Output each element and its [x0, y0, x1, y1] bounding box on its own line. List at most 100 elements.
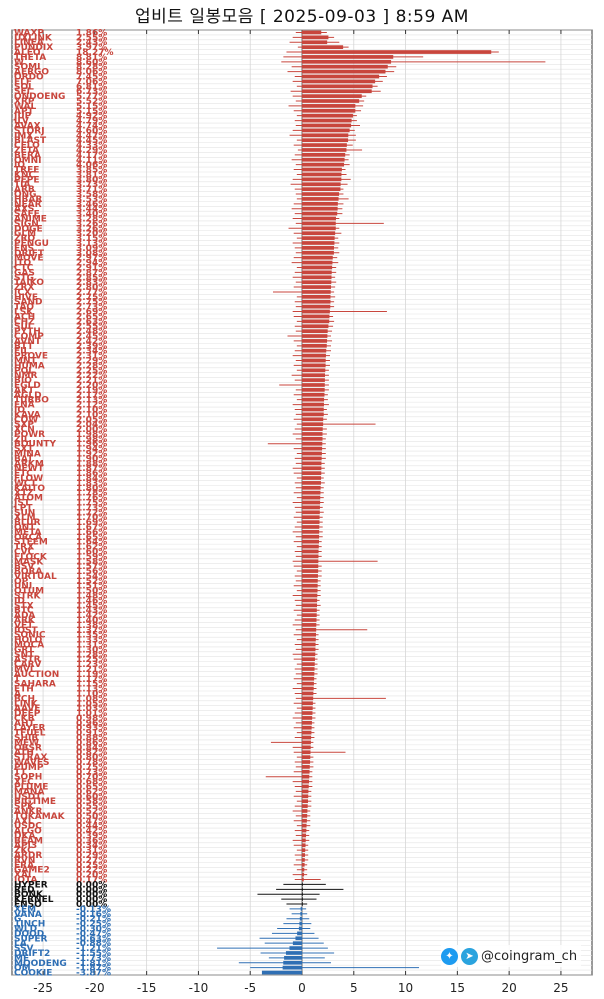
bar [302, 108, 356, 113]
data-label: 1.13% [76, 685, 107, 695]
bar [302, 30, 322, 35]
category-label: TREE [14, 166, 39, 176]
category-label: ENSO [14, 900, 42, 910]
bar [302, 544, 319, 549]
category-label: ME [14, 954, 29, 964]
bar [302, 255, 333, 260]
data-label: 4.11% [76, 156, 107, 166]
data-label: 8.06% [76, 68, 107, 78]
data-label: 3.73% [76, 180, 107, 190]
data-label: 2.43% [76, 38, 107, 48]
data-label: 1.65% [76, 533, 107, 543]
bar [302, 681, 314, 686]
category-label: GLM [14, 229, 36, 239]
data-label: 0.55% [76, 802, 107, 812]
data-label: 2.45% [76, 332, 107, 342]
data-label: 0.73% [76, 768, 107, 778]
category-label: LPT [14, 503, 33, 513]
bar [302, 397, 325, 402]
bar [302, 872, 305, 877]
category-label: CHZ [14, 317, 35, 327]
category-label: KAITO [14, 484, 45, 494]
bar [302, 299, 331, 304]
bar [302, 290, 331, 294]
category-label: VET [14, 621, 34, 631]
bar [302, 138, 349, 143]
x-tick-label: 25 [553, 981, 568, 995]
data-label: 3.80% [76, 175, 107, 185]
category-label: ENA [14, 401, 35, 411]
data-label: 2.80% [76, 283, 107, 293]
bar [302, 804, 308, 808]
category-label: W [14, 58, 24, 68]
bar [302, 637, 316, 642]
bar [302, 192, 340, 196]
category-label: STEEM [14, 538, 48, 548]
data-label: 0.00% [76, 880, 107, 890]
category-label: PEPE [14, 175, 40, 185]
category-label: CVC [14, 547, 35, 557]
data-label: 3.85% [76, 166, 107, 176]
category-label: TOKAMAK [14, 812, 66, 822]
category-label: PROVE [14, 352, 48, 362]
bar [302, 627, 317, 632]
category-label: IOTA [14, 876, 37, 886]
bar [302, 495, 321, 500]
bar [302, 123, 352, 128]
data-label: 2.25% [76, 366, 107, 376]
bar [292, 941, 302, 946]
data-label: 0.36% [76, 836, 107, 846]
bar [302, 211, 338, 216]
bar [302, 662, 315, 666]
data-label: 1.35% [76, 631, 107, 641]
category-label: KERNEL [14, 895, 54, 905]
bar [302, 334, 328, 338]
bar [302, 490, 321, 495]
bar [302, 143, 347, 147]
bar [302, 818, 307, 823]
category-label: VANA [14, 910, 42, 920]
bar [302, 510, 320, 515]
bar [302, 152, 346, 157]
data-label: 1.10% [76, 689, 107, 699]
data-label: 2.97% [76, 254, 107, 264]
bar [299, 916, 302, 921]
bar [302, 162, 345, 167]
category-label: NMR [14, 371, 37, 381]
category-label: BLAST [14, 136, 47, 146]
category-label: ANIME [14, 215, 47, 225]
category-label: TFUEL [14, 729, 46, 739]
data-label: 0.62% [76, 787, 107, 797]
bar [302, 706, 313, 711]
category-label: BIO [14, 376, 32, 386]
bar [302, 853, 306, 857]
bar [302, 270, 332, 275]
data-label: 1.98% [76, 430, 107, 440]
category-label: SIGN [14, 219, 39, 229]
category-label: IMX [14, 131, 33, 141]
bar [302, 446, 323, 451]
bar [302, 319, 330, 324]
bar [282, 965, 302, 970]
bar [302, 392, 325, 397]
x-tick-label: -10 [189, 981, 209, 995]
data-label: 1.70% [76, 513, 107, 523]
data-label: 1.92% [76, 450, 107, 460]
bar [302, 789, 309, 794]
category-label: LINEA [14, 38, 44, 48]
data-label: 2.55% [76, 33, 107, 43]
bar [302, 725, 312, 730]
category-label: DEEP [14, 709, 41, 719]
data-label: 1.05% [76, 699, 107, 709]
data-label: 0.70% [76, 773, 107, 783]
bar [302, 436, 323, 441]
bar [302, 843, 306, 848]
data-label: 1.98% [76, 435, 107, 445]
category-label: JST [13, 499, 31, 509]
category-label: LAYER [14, 724, 46, 734]
bar [302, 329, 328, 333]
data-label: 0.44% [76, 822, 107, 832]
category-label: WLD [14, 924, 37, 934]
data-label: 1.64% [76, 538, 107, 548]
bar [302, 676, 315, 681]
